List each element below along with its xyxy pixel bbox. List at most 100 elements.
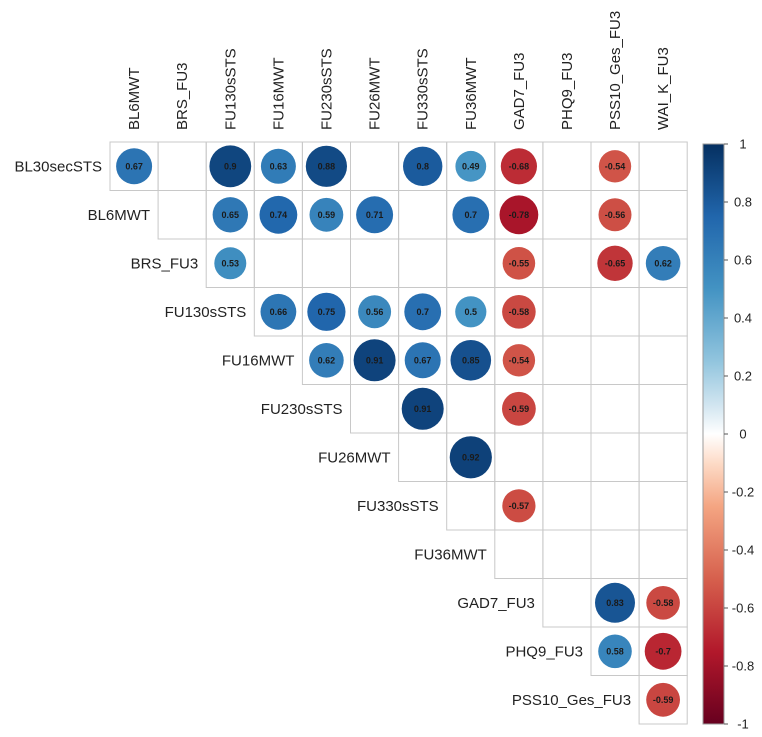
grid-cell — [446, 384, 496, 434]
row-label: FU130sSTS — [165, 304, 247, 321]
correlation-circle — [455, 150, 487, 182]
correlation-circle — [502, 295, 536, 329]
color-legend-tick-label: 1 — [739, 137, 746, 152]
correlation-value: 0.62 — [654, 258, 672, 268]
correlation-circles: 0.67 0.9 0.63 0.88 0.8 0.49 -0.68 -0.54 0.65 0.74… — [116, 145, 682, 717]
correlation-circle — [259, 195, 298, 234]
column-label: BRS_FU3 — [174, 62, 191, 130]
row-label: FU230sSTS — [261, 401, 343, 418]
correlation-value: 0.67 — [414, 355, 432, 365]
correlation-circle — [502, 391, 536, 426]
correlation-circle — [644, 632, 682, 670]
column-label: FU230sSTS — [318, 48, 335, 130]
correlation-circle — [403, 146, 443, 186]
column-label: FU130sSTS — [222, 48, 239, 130]
correlation-circle — [499, 195, 539, 235]
correlation-value: 0.88 — [318, 161, 336, 171]
grid-cell — [350, 384, 400, 434]
color-legend-tick-label: 0.4 — [734, 311, 752, 326]
grid-cell — [446, 481, 496, 531]
correlation-circle — [646, 682, 680, 717]
column-label: FU26MWT — [367, 58, 384, 131]
grid — [109, 141, 688, 725]
correlation-circle — [309, 343, 344, 378]
correlation-value: 0.91 — [414, 404, 432, 414]
grid-cell — [446, 238, 496, 288]
column-label: FU36MWT — [463, 58, 480, 131]
correlation-circle — [598, 634, 632, 669]
correlation-circle — [598, 198, 632, 232]
grid-cell — [590, 384, 640, 434]
correlation-circle — [598, 150, 632, 183]
correlation-value: 0.58 — [606, 647, 624, 657]
color-legend-tick-label: -0.4 — [732, 543, 754, 558]
correlation-circle — [307, 292, 346, 331]
grid-cell — [542, 335, 592, 385]
correlation-value: -0.54 — [509, 355, 530, 365]
grid-cell — [398, 238, 448, 288]
color-legend-tick-label: 0.2 — [734, 369, 752, 384]
correlation-value: 0.5 — [465, 307, 478, 317]
correlation-circle — [209, 145, 252, 188]
color-legend-tick-label: 0.8 — [734, 195, 752, 210]
row-label: FU36MWT — [414, 546, 487, 563]
grid-cell — [542, 578, 592, 628]
correlation-value: -0.59 — [509, 404, 530, 414]
row-label: FU16MWT — [222, 352, 295, 369]
correlation-circle — [358, 295, 392, 329]
grid-cell — [542, 432, 592, 482]
correlation-circle — [595, 582, 635, 623]
color-legend-bar — [702, 143, 725, 725]
correlation-value: -0.54 — [605, 161, 626, 171]
correlation-value: 0.9 — [224, 161, 237, 171]
correlation-circle — [404, 342, 441, 379]
grid-cell — [157, 190, 207, 240]
column-label: FU330sSTS — [415, 48, 432, 130]
correlation-value: 0.75 — [318, 307, 336, 317]
grid-cell — [590, 335, 640, 385]
color-legend-tick-label: -0.6 — [732, 601, 754, 616]
correlation-circle — [356, 196, 394, 234]
grid-cell — [638, 287, 688, 337]
correlation-value: 0.83 — [606, 598, 624, 608]
correlation-circle — [449, 436, 492, 479]
correlation-value: 0.59 — [318, 210, 336, 220]
correlation-circle — [305, 145, 347, 187]
correlation-circle — [646, 586, 680, 620]
correlation-circle — [260, 148, 296, 184]
column-label: PHQ9_FU3 — [559, 52, 576, 130]
row-labels: BL30secSTS BL6MWT BRS_FU3 FU130sSTS FU16MWT F… — [14, 158, 631, 708]
correlation-value: -0.58 — [653, 598, 674, 608]
grid-cell — [253, 238, 303, 288]
correlation-circle — [455, 296, 487, 328]
correlation-value: -0.55 — [509, 258, 530, 268]
grid-cell — [638, 432, 688, 482]
color-legend-tick-label: -1 — [737, 717, 749, 732]
correlation-circle — [401, 387, 444, 430]
correlation-value: 0.67 — [125, 161, 143, 171]
color-legend-tick-label: 0 — [739, 427, 746, 442]
correlation-value: 0.53 — [222, 258, 240, 268]
correlation-value: 0.49 — [462, 161, 480, 171]
correlation-circle — [502, 344, 536, 377]
grid-cell — [638, 335, 688, 385]
correlation-value: 0.7 — [465, 210, 478, 220]
correlation-circle — [260, 293, 297, 330]
color-legend-tick-label: -0.8 — [732, 659, 754, 674]
column-label: GAD7_FU3 — [511, 52, 528, 130]
correlation-circle — [597, 245, 633, 281]
row-label: GAD7_FU3 — [457, 595, 535, 612]
grid-cell — [590, 287, 640, 337]
row-label: FU26MWT — [318, 449, 391, 466]
grid-cell — [542, 287, 592, 337]
correlation-value: 0.63 — [270, 161, 288, 171]
column-labels: BL6MWT BRS_FU3 FU130sSTS FU16MWT FU230sSTS FU… — [126, 11, 672, 130]
color-legend: 1 0.8 0.6 0.4 0.2 0 -0.2 -0.4 -0.6 -0.8 -1 — [702, 137, 754, 732]
column-label: PSS10_Ges_FU3 — [607, 11, 624, 130]
correlation-value: -0.7 — [655, 647, 671, 657]
correlation-value: 0.7 — [416, 307, 429, 317]
grid-cell — [398, 432, 448, 482]
row-label: PHQ9_FU3 — [505, 643, 583, 660]
correlation-value: -0.78 — [509, 210, 530, 220]
